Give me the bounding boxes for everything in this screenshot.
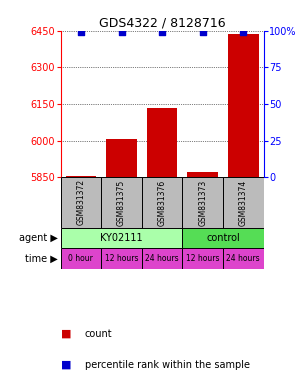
Bar	[61, 177, 101, 228]
Point	[200, 29, 205, 35]
Bar	[101, 248, 142, 269]
Text: GSM831373: GSM831373	[198, 179, 207, 225]
Bar	[182, 228, 264, 248]
Point	[78, 29, 83, 35]
Text: percentile rank within the sample: percentile rank within the sample	[85, 360, 250, 370]
Text: 0 hour: 0 hour	[68, 254, 93, 263]
Bar	[188, 172, 218, 177]
Point	[160, 29, 165, 35]
Text: control: control	[206, 233, 240, 243]
Bar	[182, 177, 223, 228]
Bar	[106, 139, 137, 177]
Bar	[142, 248, 182, 269]
Text: GSM831374: GSM831374	[239, 179, 248, 225]
Bar	[142, 177, 182, 228]
Text: GSM831376: GSM831376	[158, 179, 167, 225]
Bar	[61, 248, 101, 269]
Bar	[61, 228, 182, 248]
Text: 24 hours: 24 hours	[145, 254, 179, 263]
Bar	[101, 177, 142, 228]
Bar	[223, 248, 264, 269]
Text: GSM831372: GSM831372	[76, 179, 85, 225]
Bar	[228, 34, 258, 177]
Text: ■: ■	[61, 329, 71, 339]
Text: count: count	[85, 329, 112, 339]
Text: 12 hours: 12 hours	[105, 254, 138, 263]
Text: KY02111: KY02111	[100, 233, 143, 243]
Text: GSM831375: GSM831375	[117, 179, 126, 225]
Point	[119, 29, 124, 35]
Bar	[147, 108, 177, 177]
Text: 12 hours: 12 hours	[186, 254, 219, 263]
Bar	[223, 177, 264, 228]
Text: ■: ■	[61, 360, 71, 370]
Text: 24 hours: 24 hours	[227, 254, 260, 263]
Text: agent ▶: agent ▶	[19, 233, 58, 243]
Text: time ▶: time ▶	[25, 253, 58, 263]
Title: GDS4322 / 8128716: GDS4322 / 8128716	[99, 17, 225, 30]
Bar	[182, 248, 223, 269]
Point	[241, 29, 246, 35]
